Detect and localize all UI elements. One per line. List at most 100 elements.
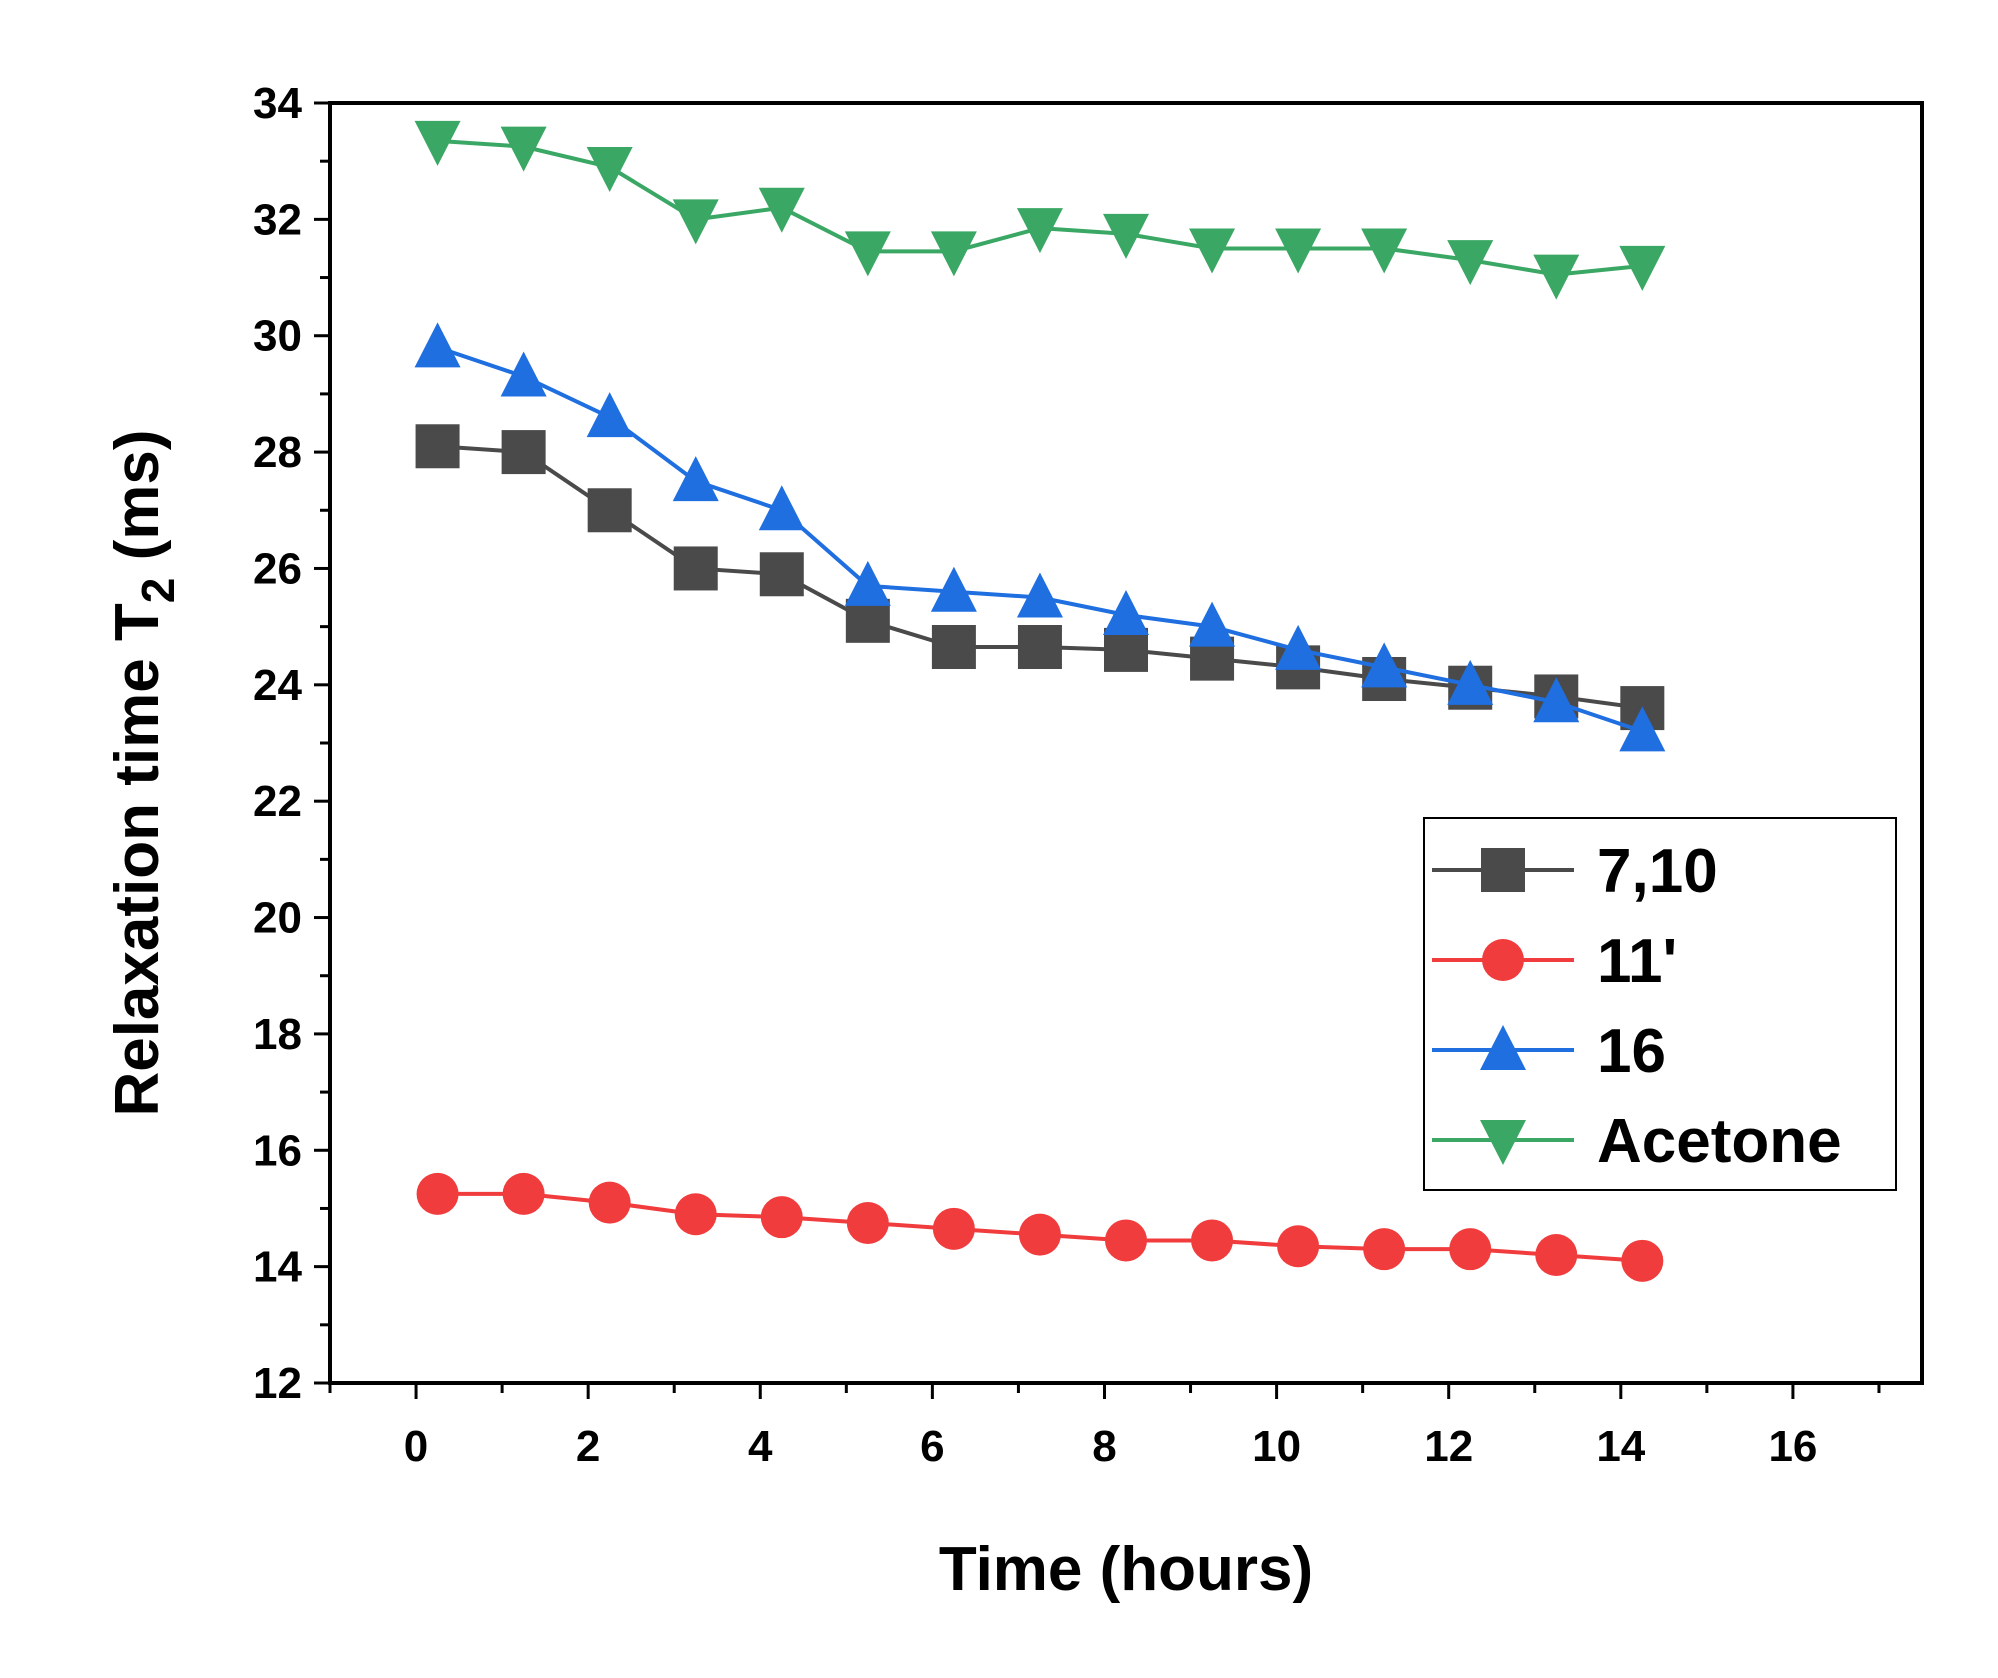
y-tick-label: 24 xyxy=(253,661,302,710)
legend-item: Acetone xyxy=(1432,1107,1842,1176)
x-tick-label: 4 xyxy=(748,1422,773,1471)
data-point xyxy=(845,598,890,643)
data-point xyxy=(1016,572,1063,618)
data-point xyxy=(1017,625,1062,669)
data-point xyxy=(501,430,546,475)
legend-label: 7,10 xyxy=(1597,837,1718,906)
legend-label: Acetone xyxy=(1597,1107,1842,1176)
y-tick-label: 22 xyxy=(253,777,302,826)
data-point xyxy=(758,485,805,531)
legend: 7,10 11' 16 Acetone xyxy=(1423,817,1897,1191)
y-tick-label: 26 xyxy=(253,544,302,593)
data-point xyxy=(1447,240,1494,286)
data-point xyxy=(1535,1234,1578,1276)
y-axis-title-main: Relaxation time T xyxy=(103,603,172,1116)
data-point xyxy=(1016,208,1063,254)
data-point xyxy=(586,392,633,438)
data-point xyxy=(673,546,718,591)
data-point xyxy=(674,1193,717,1236)
data-point xyxy=(930,231,977,277)
data-point xyxy=(758,187,805,233)
legend-item: 7,10 xyxy=(1432,837,1718,906)
y-tick-label: 34 xyxy=(253,79,302,128)
series-Acetone-group xyxy=(414,120,1666,300)
data-point xyxy=(844,560,891,606)
data-point xyxy=(1105,1219,1147,1262)
data-point xyxy=(1621,1239,1664,1282)
y-tick-label: 16 xyxy=(253,1126,302,1175)
legend-swatch-marker xyxy=(1480,1120,1526,1165)
legend-item: 16 xyxy=(1432,1017,1666,1086)
data-point xyxy=(586,147,633,192)
data-point xyxy=(1275,228,1322,274)
y-tick-label: 28 xyxy=(253,428,302,477)
data-point xyxy=(415,424,460,469)
data-point xyxy=(587,488,632,533)
data-point xyxy=(414,322,461,368)
data-point xyxy=(1361,228,1408,274)
series-16-group xyxy=(414,322,1666,752)
axis-ticks xyxy=(314,101,1881,1399)
data-point xyxy=(502,1172,545,1215)
legend-label: 11' xyxy=(1597,927,1677,996)
legend-item: 11' xyxy=(1432,927,1677,996)
data-point xyxy=(1533,677,1580,723)
x-axis-title: Time (hours) xyxy=(939,1535,1313,1604)
x-tick-label: 10 xyxy=(1252,1422,1301,1471)
data-point xyxy=(1189,601,1236,647)
data-point xyxy=(759,552,804,597)
x-tick-label: 8 xyxy=(1092,1422,1116,1471)
legend-swatch-marker xyxy=(1480,1025,1526,1070)
data-point xyxy=(672,199,719,245)
legend-swatch-marker xyxy=(1481,848,1525,892)
data-point xyxy=(672,456,719,502)
data-point xyxy=(844,231,891,277)
data-point xyxy=(1103,213,1149,259)
series-layer xyxy=(414,120,1666,1282)
data-point xyxy=(846,1202,889,1244)
x-tick-label: 14 xyxy=(1596,1422,1645,1471)
y-axis-title: Relaxation time T2 (ms) xyxy=(103,429,184,1116)
data-point xyxy=(932,1207,975,1250)
data-point xyxy=(1447,659,1494,705)
data-point xyxy=(1533,254,1580,300)
data-point xyxy=(1619,245,1666,291)
x-tick-label: 2 xyxy=(576,1422,600,1471)
data-point xyxy=(416,1172,459,1215)
data-point xyxy=(1619,706,1666,752)
data-point xyxy=(1191,1219,1234,1262)
data-point xyxy=(760,1196,803,1239)
y-axis-title-subscript: 2 xyxy=(132,578,184,604)
x-tick-label: 6 xyxy=(920,1422,944,1471)
y-axis-title-suffix: (ms) xyxy=(103,429,172,577)
plot-frame xyxy=(328,101,1924,1385)
data-point xyxy=(1189,228,1236,274)
data-point xyxy=(1363,1228,1406,1271)
legend-label: 16 xyxy=(1597,1017,1666,1086)
y-tick-label: 14 xyxy=(253,1243,302,1292)
y-tick-label: 12 xyxy=(253,1359,302,1408)
y-tick-label: 18 xyxy=(253,1010,302,1059)
legend-swatch-marker xyxy=(1482,939,1524,981)
data-point xyxy=(500,126,547,172)
data-point xyxy=(588,1181,631,1224)
series-11-group xyxy=(416,1172,1664,1282)
data-point xyxy=(500,351,547,397)
y-tick-label: 30 xyxy=(253,312,302,361)
data-point xyxy=(1275,624,1322,670)
y-tick-label: 32 xyxy=(253,195,302,244)
data-point xyxy=(1104,627,1148,672)
data-point xyxy=(1018,1213,1061,1256)
x-tick-label: 16 xyxy=(1768,1422,1817,1471)
data-point xyxy=(1103,590,1149,635)
y-tick-label: 20 xyxy=(253,894,302,943)
x-tick-label: 12 xyxy=(1424,1422,1473,1471)
data-point xyxy=(930,566,977,612)
data-point xyxy=(1277,1225,1320,1268)
data-point xyxy=(1361,642,1408,688)
data-point xyxy=(931,625,976,669)
data-point xyxy=(414,120,461,166)
x-tick-label: 0 xyxy=(404,1422,428,1471)
